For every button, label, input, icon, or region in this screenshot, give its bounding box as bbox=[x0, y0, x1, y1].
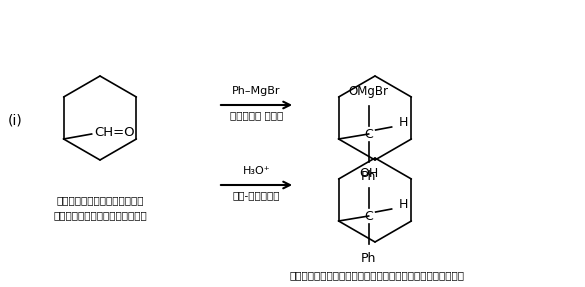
Text: जल-अपघटन: जल-अपघटन bbox=[233, 190, 280, 200]
Text: CH=O: CH=O bbox=[95, 127, 135, 139]
Text: साइक्लोहेक्सेन: साइक्लोहेक्सेन bbox=[56, 195, 144, 205]
Text: C: C bbox=[364, 127, 373, 141]
Text: OH: OH bbox=[359, 167, 378, 180]
Text: Ph: Ph bbox=[361, 252, 376, 265]
Text: साइक्लोहेक्सिलफेनिलकार्बिनॉल: साइक्लोहेक्सिलफेनिलकार्बिनॉल bbox=[290, 270, 464, 280]
Text: Ph: Ph bbox=[361, 170, 376, 183]
Text: C: C bbox=[364, 210, 373, 222]
Text: H₃O⁺: H₃O⁺ bbox=[243, 166, 270, 176]
Text: OMgBr: OMgBr bbox=[349, 85, 388, 98]
Text: H: H bbox=[398, 197, 408, 210]
Text: (i): (i) bbox=[8, 113, 23, 127]
Text: शुष्क ईथर: शुष्क ईथर bbox=[230, 110, 283, 120]
Text: Ph–MgBr: Ph–MgBr bbox=[232, 86, 281, 96]
Text: H: H bbox=[398, 115, 408, 129]
Text: कार्बोनिल्डहाइड: कार्बोनिल्डहाइड bbox=[53, 210, 147, 220]
